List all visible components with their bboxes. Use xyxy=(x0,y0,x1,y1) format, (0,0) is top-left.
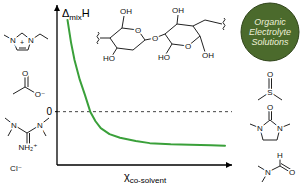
atom-label: N xyxy=(277,124,283,133)
atom-label: O xyxy=(135,26,141,35)
y-axis xyxy=(56,5,57,165)
bond xyxy=(100,38,110,39)
atom-label: N xyxy=(257,124,263,133)
bond xyxy=(110,28,122,38)
squiggle xyxy=(97,32,99,44)
bond xyxy=(133,40,145,50)
atom-label: N xyxy=(28,36,34,45)
grid-line xyxy=(57,111,232,112)
chart: NN+OO⁻NNNH₂⁺Cl⁻OOOOHHOOHHOOHSONNONHOOrga… xyxy=(0,0,304,189)
bond xyxy=(193,26,200,36)
x-axis xyxy=(57,164,232,165)
bond xyxy=(200,36,205,52)
atom-label: HO xyxy=(158,53,170,62)
atom-label: O xyxy=(22,69,28,78)
atom-label: N xyxy=(10,36,16,45)
atom-label: O⁻ xyxy=(35,90,45,99)
squiggle xyxy=(223,18,225,30)
atom-label: OH xyxy=(172,6,184,15)
bond xyxy=(193,20,205,26)
bond xyxy=(13,87,25,94)
atom-label: NH₂⁺ xyxy=(19,143,38,152)
atom-label: N xyxy=(265,168,271,177)
x-axis-label: χco-solvent xyxy=(124,170,167,185)
atom-label: S xyxy=(267,88,272,97)
bond xyxy=(165,34,172,44)
title: OrganicElectrolyteSolutions xyxy=(249,17,291,47)
atom-label: OH xyxy=(120,7,132,16)
bond xyxy=(177,24,193,26)
atom-label: O xyxy=(289,168,295,177)
atom-label: HO xyxy=(103,54,115,63)
atom-label: Cl⁻ xyxy=(10,164,22,173)
y-axis-label: ΔmixH xyxy=(62,7,90,22)
bond xyxy=(122,16,124,28)
atom-label: O xyxy=(267,70,273,79)
plot-area xyxy=(68,20,226,146)
bond xyxy=(177,15,178,24)
curve xyxy=(68,20,226,146)
bond xyxy=(17,50,28,51)
title-badge xyxy=(241,3,299,61)
bond xyxy=(263,140,277,141)
bond xyxy=(117,48,133,50)
atom-label: OH xyxy=(202,51,214,60)
bond xyxy=(40,34,48,39)
grid xyxy=(57,111,232,112)
x-arrow xyxy=(226,162,232,168)
bond xyxy=(205,20,222,24)
y-arrow xyxy=(54,5,60,11)
atom-label: O xyxy=(185,42,191,51)
atom-label: N xyxy=(11,121,17,130)
atom-label: + xyxy=(20,39,24,46)
atom-label: O xyxy=(267,103,273,112)
atom-label: N xyxy=(37,121,43,130)
atom-label: O xyxy=(152,34,158,43)
atom-label: H xyxy=(277,151,283,160)
y-tick xyxy=(55,111,57,112)
figure: NN+OO⁻NNNH₂⁺Cl⁻OOOOHHOOHHOOHSONNONHOOrga… xyxy=(0,0,304,189)
bond xyxy=(165,24,177,34)
y-tick-label: 0 xyxy=(46,106,52,117)
atom-labels: NN+OO⁻NNNH₂⁺Cl⁻OOOOHHOOHHOOHSONNONHO xyxy=(10,6,295,177)
bond xyxy=(110,38,117,48)
bond xyxy=(19,48,26,49)
